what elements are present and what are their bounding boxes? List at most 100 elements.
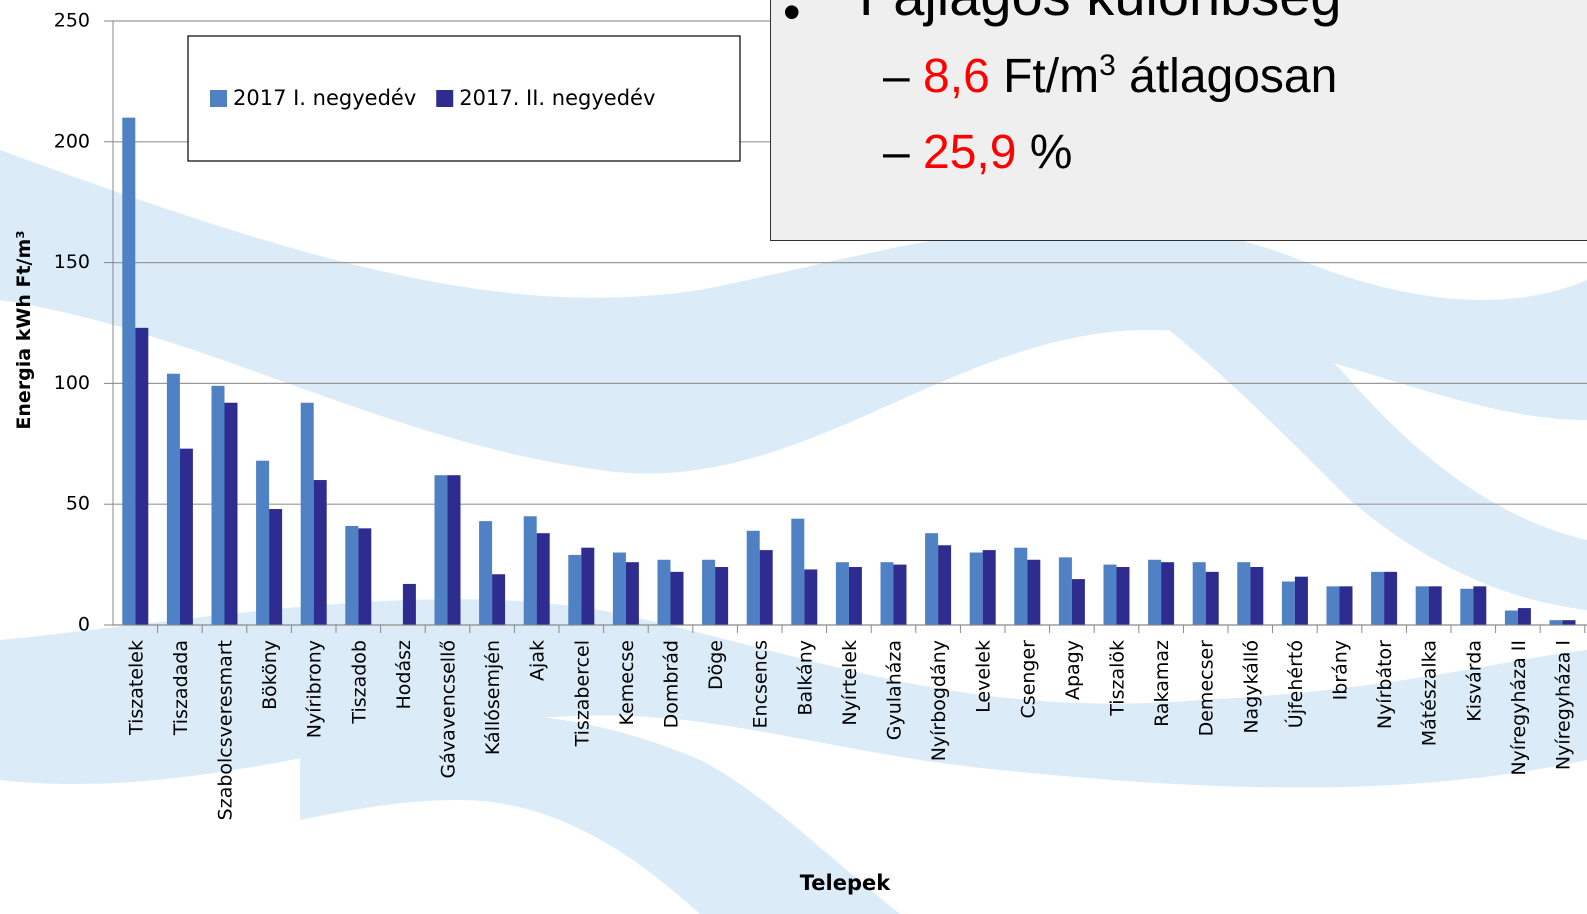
x-tick-label: Nyíribrony: [304, 640, 326, 738]
bar: [1206, 572, 1219, 625]
bar: [836, 562, 849, 625]
x-tick-label: Nyírbogdány: [928, 640, 950, 761]
bar: [1193, 562, 1206, 625]
x-tick-label: Kemecse: [616, 640, 638, 725]
superscript: 3: [1099, 49, 1116, 82]
x-tick-label: Tiszadada: [170, 640, 192, 736]
x-tick-label: Bököny: [259, 640, 281, 710]
bar: [167, 374, 180, 625]
rest: %: [1030, 126, 1073, 179]
y-tick-label: 50: [66, 493, 90, 515]
bar: [269, 509, 282, 625]
bar: [345, 526, 358, 625]
bar: [1563, 620, 1576, 625]
x-tick-label: Kállósemjén: [482, 640, 504, 755]
bar: [537, 533, 550, 625]
bar: [492, 574, 505, 625]
bar: [1237, 562, 1250, 625]
x-tick-label: Encsencs: [750, 640, 772, 728]
bar: [581, 548, 594, 625]
page: {"chart_data": {"type": "bar", "y_axis_l…: [0, 0, 1587, 914]
x-tick-label: Ajak: [527, 640, 549, 681]
bar: [1473, 586, 1486, 625]
legend-swatch: [210, 90, 227, 107]
bar: [970, 553, 983, 625]
highlight: 25,9: [923, 126, 1016, 179]
x-axis-title: Telepek: [800, 871, 891, 895]
rest: átlagosan: [1129, 50, 1337, 103]
x-tick-label: Dombrád: [661, 640, 683, 728]
bar: [122, 118, 135, 625]
bar: [135, 328, 148, 625]
x-tick-label: Mátészalka: [1419, 640, 1441, 746]
bar: [1460, 589, 1473, 625]
highlight: 8,6: [923, 50, 990, 103]
x-tick-label: Levelek: [973, 640, 995, 713]
y-tick-label: 0: [78, 614, 90, 636]
bar: [747, 531, 760, 625]
bar: [1072, 579, 1085, 625]
bullet: •: [783, 0, 801, 41]
bar: [715, 567, 728, 625]
bar: [1429, 586, 1442, 625]
y-tick-label: 250: [54, 10, 90, 32]
overlay-box: • Fajlagos különbség – 8,6 Ft/m3 átlagos…: [770, 0, 1587, 241]
x-tick-label: Tiszalök: [1107, 640, 1129, 717]
x-tick-label: Demecser: [1196, 640, 1218, 737]
bar: [435, 475, 448, 625]
x-tick-label: Tiszabercel: [571, 640, 593, 747]
bar: [760, 550, 773, 625]
bar: [314, 480, 327, 625]
bar: [1371, 572, 1384, 625]
bar: [983, 550, 996, 625]
bar: [256, 461, 269, 625]
y-axis-title: Energia kWh Ft/m³: [13, 230, 35, 429]
x-tick-label: Tiszadob: [348, 640, 370, 725]
bar: [849, 567, 862, 625]
x-tick-label: Újfehértó: [1283, 640, 1307, 728]
bar: [626, 562, 639, 625]
bar: [1505, 611, 1518, 625]
bar: [791, 519, 804, 625]
bar: [212, 386, 225, 625]
bar: [1148, 560, 1161, 625]
bar: [938, 545, 951, 625]
x-tick-label: Nyírbátor: [1374, 640, 1396, 729]
legend-swatch: [436, 90, 453, 107]
bar: [1340, 586, 1353, 625]
x-tick-label: Kisvárda: [1463, 640, 1485, 722]
x-tick-label: Rakamaz: [1151, 640, 1173, 727]
x-tick-label: Döge: [705, 640, 727, 690]
bar: [448, 475, 461, 625]
bar: [479, 521, 492, 625]
x-tick-label: Nagykálló: [1240, 640, 1262, 734]
bar: [925, 533, 938, 625]
bar: [804, 569, 817, 625]
bar: [1416, 586, 1429, 625]
bar: [671, 572, 684, 625]
bar: [358, 528, 371, 625]
bar: [1161, 562, 1174, 625]
overlay-item: – 25,9 %: [883, 125, 1072, 180]
bar: [1282, 582, 1295, 625]
bar: [613, 553, 626, 625]
x-tick-label: Nyírtelek: [839, 640, 861, 726]
bar: [1104, 565, 1117, 625]
x-tick-label: Gyulaháza: [884, 640, 906, 740]
y-tick-label: 200: [54, 130, 90, 152]
bar: [1059, 557, 1072, 625]
x-tick-label: Gávavencsellő: [438, 640, 460, 778]
y-tick-label: 100: [54, 372, 90, 394]
bar: [702, 560, 715, 625]
bar: [1250, 567, 1263, 625]
x-tick-label: Nyíregyháza II: [1508, 640, 1530, 776]
bar: [524, 516, 537, 625]
unit: Ft/m: [1003, 50, 1099, 103]
overlay-heading: Fajlagos különbség: [859, 0, 1342, 28]
bar: [1295, 577, 1308, 625]
bar: [1518, 608, 1531, 625]
bar: [1327, 586, 1340, 625]
y-tick-label: 150: [54, 251, 90, 273]
bar: [568, 555, 581, 625]
bar: [225, 403, 238, 625]
